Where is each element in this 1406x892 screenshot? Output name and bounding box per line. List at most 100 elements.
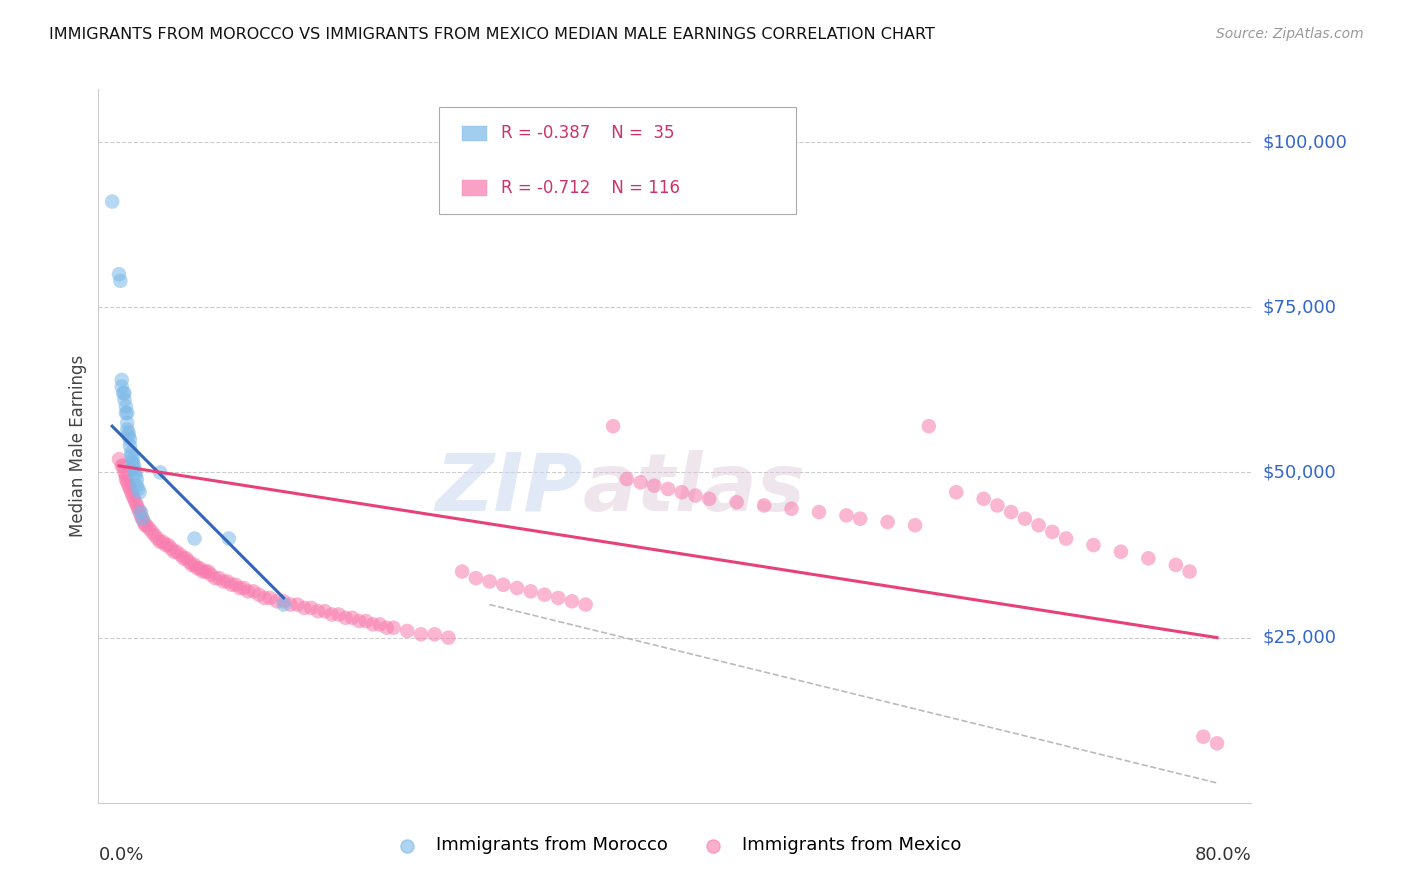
Point: [157, 538, 180, 552]
Point: [117, 406, 139, 420]
Point: [314, 604, 336, 618]
Point: [121, 489, 143, 503]
Point: [1028, 518, 1050, 533]
Point: [253, 591, 276, 605]
Point: [780, 501, 803, 516]
Point: [108, 267, 131, 281]
Point: [125, 472, 148, 486]
Point: [1000, 505, 1022, 519]
Point: [643, 478, 665, 492]
Point: [118, 439, 141, 453]
Point: [152, 534, 174, 549]
Point: [111, 379, 134, 393]
Point: [200, 567, 222, 582]
Point: [1206, 736, 1229, 750]
Point: [547, 591, 569, 605]
Point: [292, 600, 315, 615]
Point: [575, 598, 598, 612]
Point: [273, 598, 295, 612]
Point: [1164, 558, 1187, 572]
Point: [218, 532, 240, 546]
Point: [242, 584, 264, 599]
Point: [1014, 511, 1036, 525]
Point: [697, 491, 720, 506]
Point: [111, 373, 134, 387]
Point: [299, 600, 322, 615]
Y-axis label: Median Male Earnings: Median Male Earnings: [69, 355, 87, 537]
Point: [135, 518, 157, 533]
Point: [208, 571, 231, 585]
Point: [212, 574, 235, 589]
Point: [533, 588, 555, 602]
Point: [115, 472, 138, 486]
Point: [121, 456, 143, 470]
Point: [114, 386, 136, 401]
Point: [630, 475, 652, 490]
Point: [335, 611, 357, 625]
Point: [506, 581, 529, 595]
Point: [918, 419, 941, 434]
Point: [1137, 551, 1160, 566]
Point: [177, 555, 200, 569]
Point: [657, 482, 679, 496]
Point: [124, 468, 146, 483]
Point: [876, 515, 898, 529]
Point: [120, 485, 142, 500]
Point: [120, 445, 142, 459]
Text: 80.0%: 80.0%: [1195, 846, 1251, 863]
Point: [128, 505, 150, 519]
Point: [117, 422, 139, 436]
Point: [835, 508, 858, 523]
Point: [122, 458, 145, 473]
Point: [115, 400, 138, 414]
Point: [217, 574, 239, 589]
Point: [1178, 565, 1201, 579]
Text: R = -0.712    N = 116: R = -0.712 N = 116: [501, 178, 679, 196]
Text: ZIP: ZIP: [436, 450, 582, 528]
Point: [1040, 524, 1063, 539]
Point: [118, 482, 141, 496]
Point: [396, 624, 419, 638]
Point: [236, 584, 259, 599]
Point: [188, 561, 211, 575]
Point: [183, 532, 205, 546]
Point: [191, 565, 214, 579]
Text: $50,000: $50,000: [1263, 464, 1336, 482]
Point: [149, 534, 172, 549]
Point: [131, 511, 153, 525]
Text: R = -0.387    N =  35: R = -0.387 N = 35: [501, 125, 675, 143]
Legend: Immigrants from Morocco, Immigrants from Mexico: Immigrants from Morocco, Immigrants from…: [381, 830, 969, 862]
Point: [121, 452, 143, 467]
Text: $75,000: $75,000: [1263, 298, 1337, 317]
Point: [232, 581, 254, 595]
Point: [685, 489, 707, 503]
Point: [423, 627, 446, 641]
Point: [849, 511, 872, 525]
Point: [287, 598, 309, 612]
Point: [124, 495, 146, 509]
Point: [321, 607, 343, 622]
Point: [616, 472, 638, 486]
Point: [127, 482, 149, 496]
Point: [117, 429, 139, 443]
Point: [451, 565, 474, 579]
FancyBboxPatch shape: [461, 180, 486, 195]
Point: [437, 631, 460, 645]
Point: [725, 495, 748, 509]
Point: [561, 594, 583, 608]
Point: [247, 588, 270, 602]
Point: [307, 604, 329, 618]
Point: [1054, 532, 1077, 546]
Point: [1192, 730, 1215, 744]
Point: [280, 598, 302, 612]
Point: [132, 515, 155, 529]
Point: [166, 545, 188, 559]
Point: [111, 458, 134, 473]
Point: [149, 466, 172, 480]
Text: $100,000: $100,000: [1263, 133, 1347, 151]
Point: [520, 584, 543, 599]
Point: [117, 475, 139, 490]
Point: [354, 614, 377, 628]
Point: [361, 617, 384, 632]
Text: atlas: atlas: [582, 450, 806, 528]
